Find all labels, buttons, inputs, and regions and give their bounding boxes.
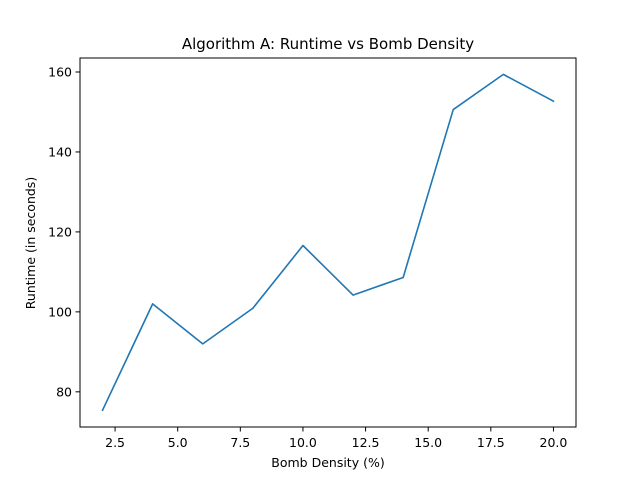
x-tick-label: 5.0	[168, 435, 188, 450]
y-tick-label: 160	[48, 64, 72, 79]
x-tick-label: 2.5	[105, 435, 125, 450]
x-axis-ticks: 2.5 5.0 7.5 10.0 12.5 15.0 17.5 20.0	[105, 427, 567, 450]
y-tick-label: 140	[48, 144, 72, 159]
x-tick-label: 17.5	[477, 435, 505, 450]
y-tick-label: 120	[48, 224, 72, 239]
y-tick-label: 100	[48, 304, 72, 319]
chart-title: Algorithm A: Runtime vs Bomb Density	[182, 35, 474, 53]
series-layer	[101, 73, 555, 412]
plot-area-frame	[79, 57, 577, 428]
x-tick-label: 15.0	[414, 435, 442, 450]
x-axis-label: Bomb Density (%)	[271, 455, 384, 470]
x-tick-label: 10.0	[289, 435, 317, 450]
x-tick-label: 7.5	[230, 435, 250, 450]
y-axis-label: Runtime (in seconds)	[23, 177, 38, 309]
x-tick-label: 20.0	[540, 435, 568, 450]
y-axis-ticks: 80 100 120 140 160	[48, 64, 80, 399]
series-line	[101, 73, 555, 412]
x-tick-label: 12.5	[352, 435, 380, 450]
y-tick-label: 80	[56, 384, 72, 399]
